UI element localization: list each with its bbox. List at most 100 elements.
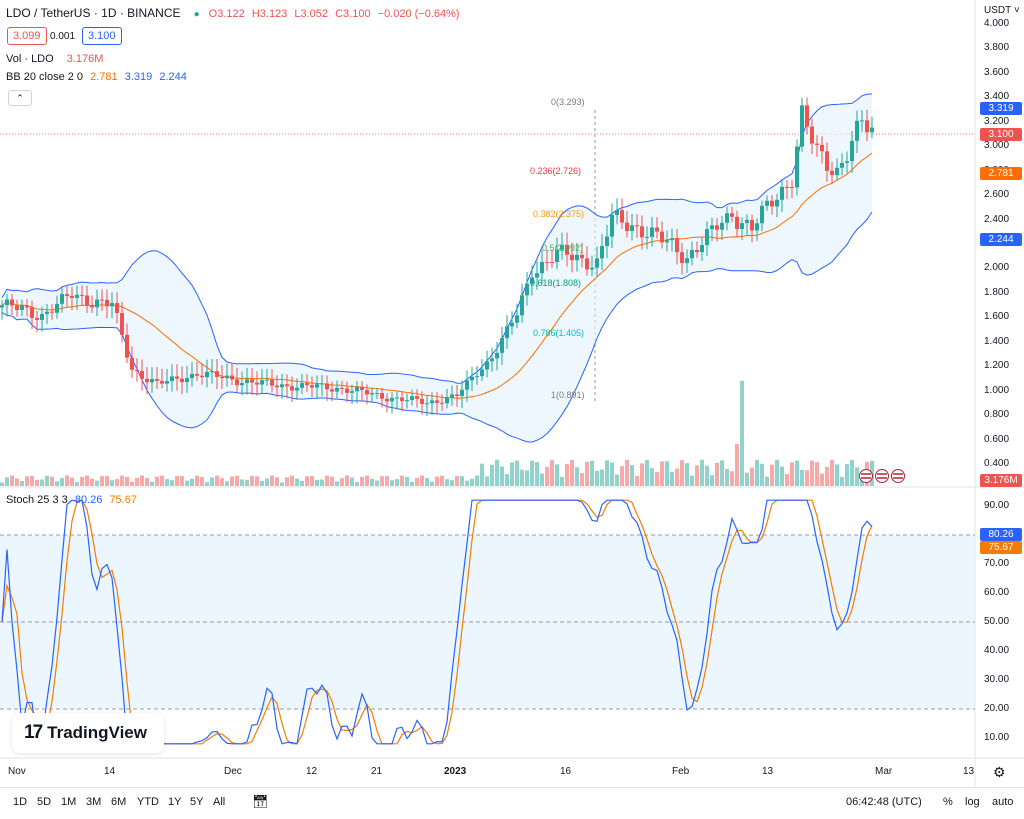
date-range-calendar-icon[interactable]: 📅︎	[252, 794, 269, 809]
price-candle	[255, 371, 259, 396]
currency-selector[interactable]: USDT ˅	[984, 5, 1020, 16]
chart-settings-gear-icon[interactable]: ⚙	[993, 764, 1006, 780]
price-candle	[140, 359, 144, 391]
price-candle	[650, 216, 654, 247]
candle-body	[120, 312, 124, 335]
chart-canvas[interactable]	[0, 0, 1024, 787]
volume-bar	[535, 462, 539, 486]
candle-body	[475, 376, 479, 378]
price-candle	[430, 392, 434, 416]
candle-body	[340, 387, 344, 389]
price-tick-label: 3.600	[984, 66, 1010, 78]
price-candle	[240, 371, 244, 396]
price-tick-label: 3.400	[984, 91, 1010, 103]
buy-button[interactable]: 3.100	[82, 27, 122, 45]
volume-legend[interactable]: Vol · LDO 3.176M	[6, 53, 107, 65]
price-candle	[555, 237, 559, 270]
bottom-toolbar: 1D 5D 1M 3M 6M YTD 1Y 5Y All 📅︎ 06:42:48…	[0, 787, 1024, 818]
price-candle	[545, 249, 549, 271]
collapse-legend-button[interactable]: ⌃	[8, 90, 32, 106]
timeframe-3m[interactable]: 3M	[86, 796, 102, 808]
price-candle	[840, 153, 844, 176]
volume-bar	[515, 460, 519, 486]
candle-body	[790, 187, 794, 189]
price-candle	[680, 242, 684, 275]
timeframe-6m[interactable]: 6M	[111, 796, 127, 808]
bb-legend[interactable]: BB 20 close 2 0 2.781 3.319 2.244	[6, 71, 191, 83]
volume-bar	[640, 463, 644, 486]
price-candle	[65, 285, 69, 308]
bb-basis-value: 2.781	[90, 71, 118, 83]
candle-body	[770, 200, 774, 207]
bb-upper-badge: 3.319	[980, 102, 1022, 115]
price-candle	[300, 373, 304, 395]
price-candle	[500, 326, 504, 365]
volume-bar	[365, 475, 369, 486]
price-candle	[570, 242, 574, 273]
volume-bar	[360, 476, 364, 486]
volume-bar	[775, 459, 779, 486]
timeframe-1y[interactable]: 1Y	[168, 796, 182, 808]
price-candle	[275, 375, 279, 398]
candle-body	[590, 267, 594, 270]
stoch-d-value: 75.67	[109, 494, 137, 506]
price-candle	[735, 210, 739, 238]
volume-bar	[315, 479, 319, 486]
candle-body	[845, 161, 849, 163]
price-candle	[615, 198, 619, 225]
candle-body	[130, 357, 134, 370]
candle-body	[0, 305, 4, 308]
price-candle	[765, 195, 769, 211]
timeframe-5d[interactable]: 5D	[37, 796, 52, 808]
volume-bar	[390, 480, 394, 486]
candle-body	[515, 315, 519, 323]
timeframe-all[interactable]: All	[213, 796, 226, 808]
price-tick-label: 1.600	[984, 311, 1010, 323]
timeframe-ytd[interactable]: YTD	[137, 796, 159, 808]
candle-body	[315, 384, 319, 388]
candle-body	[795, 146, 799, 188]
sell-button[interactable]: 3.099	[7, 27, 47, 45]
price-candle	[530, 265, 534, 296]
stoch-legend[interactable]: Stoch 25 3 3 80.26 75.67	[6, 494, 141, 506]
candle-body	[145, 378, 149, 383]
candle-body	[35, 317, 39, 320]
tradingview-logo[interactable]: 17 TradingView	[12, 713, 164, 753]
candle-body	[750, 219, 754, 231]
auto-scale-toggle[interactable]: auto	[992, 796, 1014, 808]
volume-bar	[490, 464, 494, 486]
volume-bar	[70, 477, 74, 486]
timeframe-1d[interactable]: 1D	[13, 796, 28, 808]
utc-clock[interactable]: 06:42:48 (UTC)	[846, 796, 922, 808]
price-candle	[105, 289, 109, 319]
price-candle	[390, 392, 394, 414]
timeframe-5y[interactable]: 5Y	[190, 796, 204, 808]
price-candle	[630, 213, 634, 241]
timeframe-1m[interactable]: 1M	[61, 796, 77, 808]
volume-bar	[545, 466, 549, 486]
stoch-tick-label: 60.00	[984, 587, 1010, 598]
price-candle	[385, 393, 389, 413]
volume-bar	[560, 477, 564, 486]
candle-body	[585, 258, 589, 270]
candle-body	[25, 305, 29, 308]
percent-scale-toggle[interactable]: %	[943, 796, 953, 808]
price-candle	[520, 283, 524, 323]
price-candle	[665, 230, 669, 252]
candle-body	[240, 383, 244, 386]
candle-body	[595, 258, 599, 268]
price-candle	[210, 359, 214, 384]
candle-body	[825, 151, 829, 171]
volume-bar	[35, 479, 39, 486]
log-scale-toggle[interactable]: log	[965, 796, 980, 808]
volume-bar	[620, 466, 624, 486]
volume-bar	[435, 476, 439, 486]
price-candle	[860, 109, 864, 132]
candle-body	[200, 375, 204, 378]
price-candle	[470, 366, 474, 391]
symbol-title[interactable]: LDO / TetherUS · 1D · BINANCE	[6, 6, 181, 20]
candle-body	[245, 379, 249, 384]
stoch-tick-label: 10.00	[984, 732, 1010, 743]
volume-bar	[470, 478, 474, 486]
volume-bar	[845, 464, 849, 486]
